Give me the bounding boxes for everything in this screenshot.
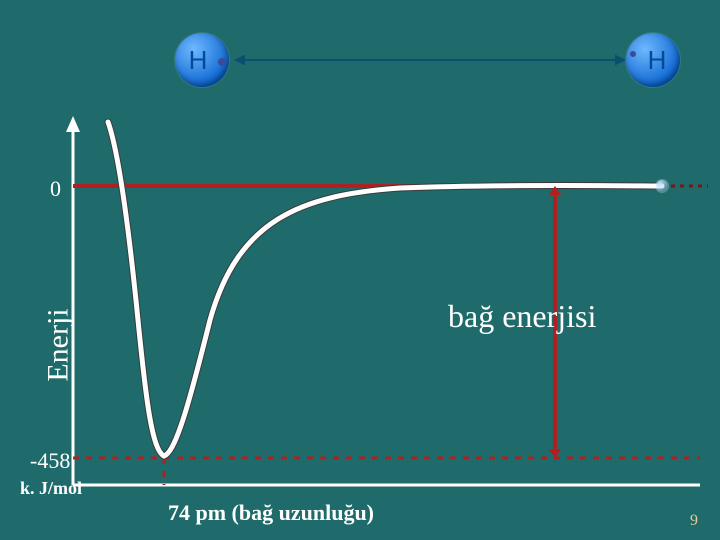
tick-min: -458 [30, 448, 70, 474]
page-number: 9 [690, 512, 698, 530]
tick-zero: 0 [50, 176, 61, 202]
y-unit-label: k. J/mol [20, 478, 82, 499]
bond-energy-label: bağ enerjisi [448, 298, 596, 335]
bond-energy-marker [0, 0, 720, 540]
asymptote-dot-icon [656, 180, 668, 192]
bond-length-label: 74 pm (bağ uzunluğu) [168, 500, 374, 526]
y-axis-label: Enerji [42, 308, 76, 381]
